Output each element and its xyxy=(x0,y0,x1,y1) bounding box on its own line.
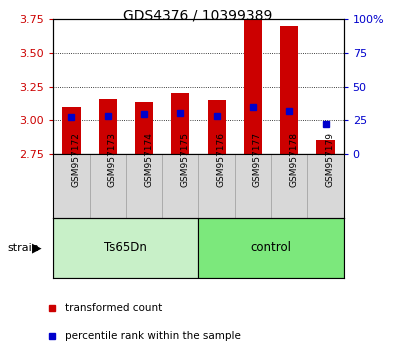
Bar xyxy=(135,102,153,154)
Text: GSM957174: GSM957174 xyxy=(144,132,153,187)
Bar xyxy=(280,26,298,154)
Text: GSM957179: GSM957179 xyxy=(325,132,335,187)
Text: GSM957175: GSM957175 xyxy=(181,132,189,187)
Text: GSM957173: GSM957173 xyxy=(108,132,117,187)
Bar xyxy=(244,19,262,154)
Text: control: control xyxy=(250,241,292,254)
Bar xyxy=(53,218,199,278)
Text: GSM957172: GSM957172 xyxy=(71,132,81,187)
Text: GDS4376 / 10399389: GDS4376 / 10399389 xyxy=(123,9,272,23)
Bar xyxy=(62,107,81,154)
Text: ▶: ▶ xyxy=(32,241,41,254)
Text: strain: strain xyxy=(8,243,40,253)
Bar xyxy=(316,140,335,154)
Bar xyxy=(207,100,226,154)
Text: GSM957176: GSM957176 xyxy=(216,132,226,187)
Text: transformed count: transformed count xyxy=(65,303,163,313)
Text: Ts65Dn: Ts65Dn xyxy=(104,241,147,254)
Bar xyxy=(171,93,190,154)
Text: GSM957177: GSM957177 xyxy=(253,132,262,187)
Bar xyxy=(199,218,344,278)
Bar xyxy=(99,99,117,154)
Text: GSM957178: GSM957178 xyxy=(289,132,298,187)
Text: percentile rank within the sample: percentile rank within the sample xyxy=(65,331,241,341)
